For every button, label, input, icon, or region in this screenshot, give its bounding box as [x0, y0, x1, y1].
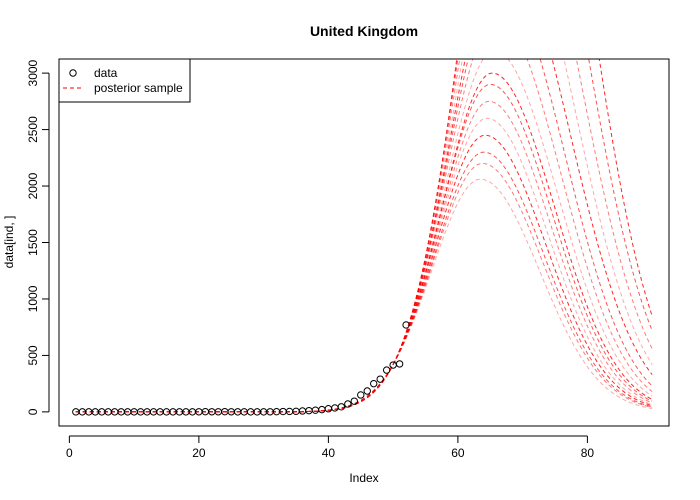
- posterior-sample-line: [75, 151, 653, 413]
- data-points: [72, 321, 410, 416]
- x-tick-label: 20: [192, 446, 206, 460]
- legend-box: [58, 58, 191, 103]
- posterior-sample-line: [75, 162, 653, 413]
- posterior-sample-line: [75, 59, 653, 413]
- y-tick-label: 1500: [26, 229, 40, 256]
- data-point: [324, 405, 333, 413]
- x-axis-label: Index: [349, 471, 378, 485]
- y-tick-label: 0: [26, 408, 40, 415]
- plot-box: [58, 58, 670, 427]
- posterior-sample-line: [75, 72, 653, 413]
- x-tick-label: 40: [322, 446, 336, 460]
- data-point: [318, 405, 326, 414]
- posterior-curves: [75, 59, 653, 413]
- x-tick-label: 80: [581, 446, 595, 460]
- x-tick-label: 0: [66, 446, 73, 460]
- y-tick-label: 2000: [26, 172, 40, 199]
- data-point: [311, 406, 320, 414]
- y-tick-label: 2500: [26, 116, 40, 143]
- posterior-sample-line: [75, 83, 653, 413]
- data-point: [350, 397, 358, 405]
- y-tick-label: 500: [26, 345, 40, 365]
- x-tick-label: 60: [451, 446, 465, 460]
- data-point: [370, 379, 378, 388]
- data-point: [363, 387, 371, 395]
- data-point: [344, 400, 352, 408]
- legend: data posterior sample: [58, 58, 191, 103]
- y-tick-label: 1000: [26, 285, 40, 312]
- posterior-sample-line: [75, 59, 653, 413]
- data-point: [305, 406, 313, 415]
- data-point: [395, 360, 404, 368]
- data-point: [402, 321, 410, 329]
- legend-data-label: data: [94, 66, 118, 80]
- data-point: [331, 404, 339, 412]
- legend-data-marker: [69, 69, 77, 77]
- y-tick-label: 3000: [26, 59, 40, 86]
- data-point: [298, 407, 307, 415]
- posterior-sample-line: [75, 117, 653, 413]
- legend-posterior-label: posterior sample: [94, 81, 183, 95]
- y-axis-label: data[ind, ]: [2, 216, 16, 269]
- data-point: [337, 403, 346, 411]
- axes: 0 20 40 60 80 0 500 1000 1500 2000 2500 3000: [26, 59, 594, 460]
- posterior-sample-line: [75, 178, 653, 413]
- posterior-sample-line: [75, 134, 653, 413]
- data-point: [357, 391, 365, 399]
- chart-title: United Kingdom: [310, 23, 418, 39]
- data-point: [376, 375, 384, 383]
- data-point: [382, 366, 391, 374]
